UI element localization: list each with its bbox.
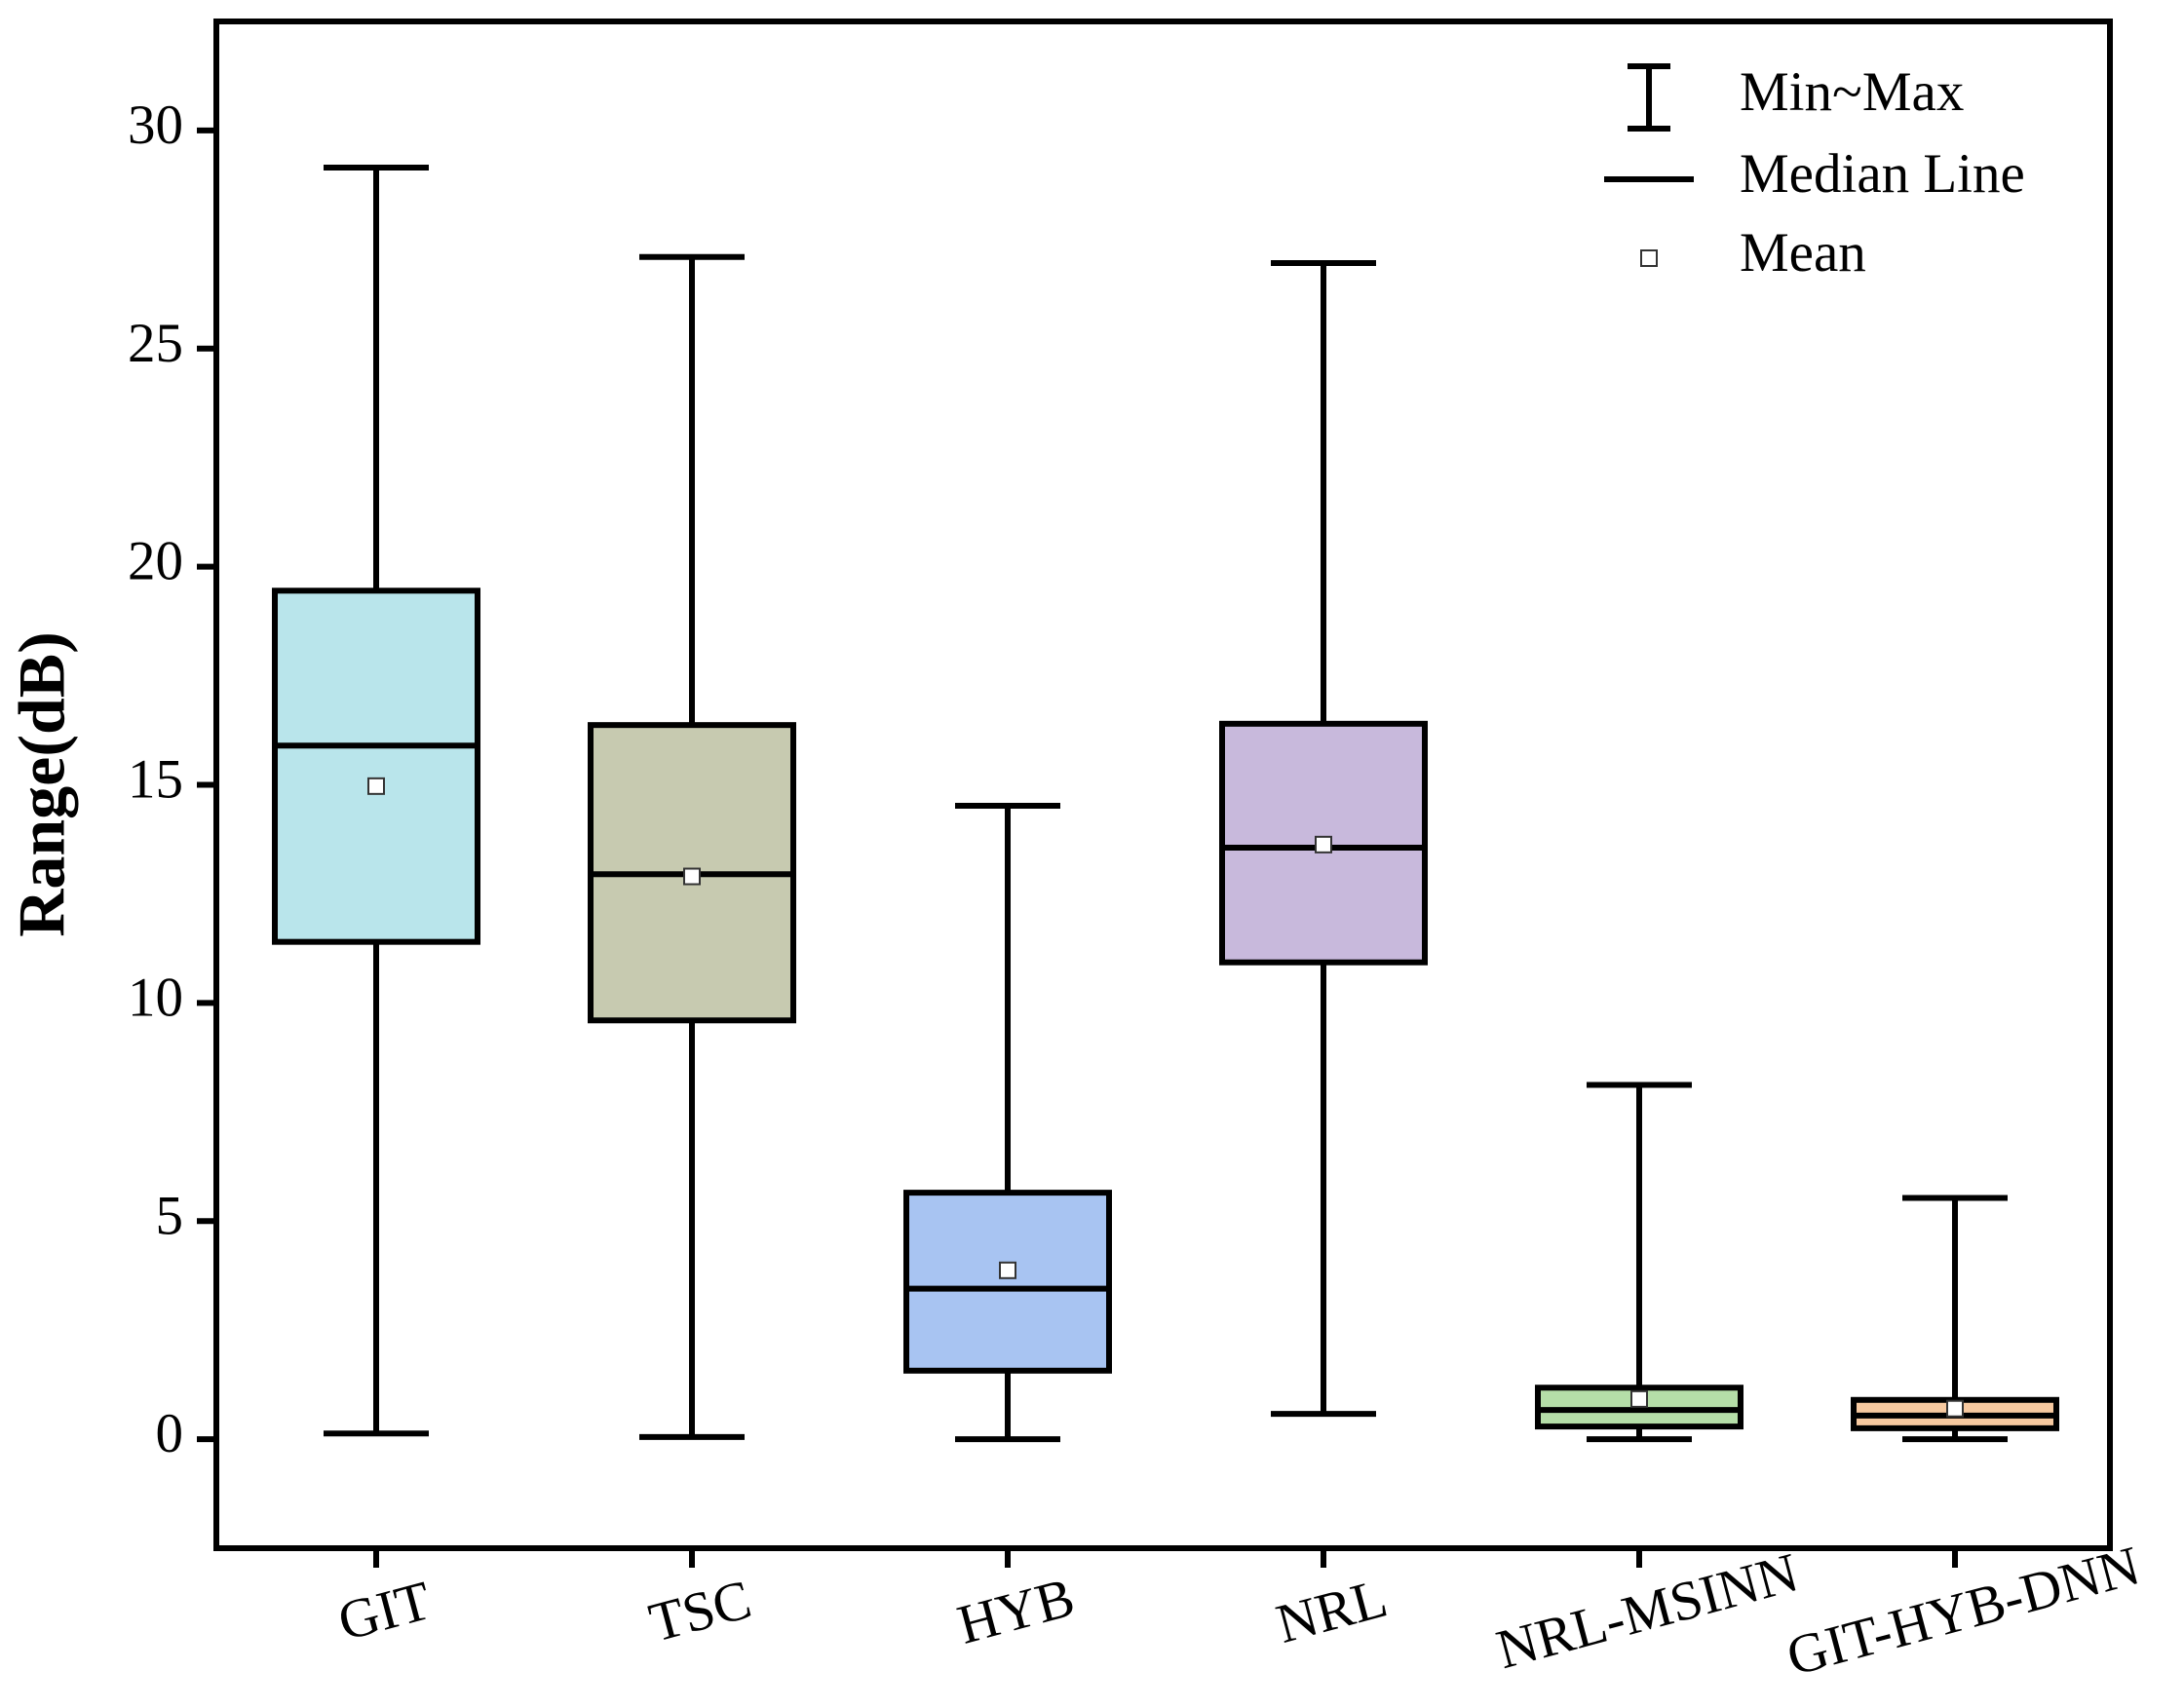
y-tick-label: 20 [128,531,183,592]
legend-label: Mean [1740,222,1866,284]
mean-marker [1946,1399,1964,1418]
y-axis-title: Range(dB) [5,631,79,937]
y-tick-label: 15 [128,749,183,811]
mean-marker [1630,1389,1648,1408]
y-tick-label: 0 [156,1403,184,1464]
x-tick-label: GIT [332,1570,438,1652]
x-tick-label: GIT-HYB-DNN [1781,1535,2146,1688]
box [903,1190,1112,1374]
x-tick-label: HYB [951,1567,1081,1656]
mean-marker [1315,835,1332,854]
y-tick-label: 5 [156,1185,184,1246]
x-tick-label: TSC [643,1569,757,1654]
y-tick-label: 30 [128,95,183,156]
x-tick-label: NRL-MSINN [1490,1541,1804,1681]
legend-label: Min~Max [1740,61,1964,123]
mean-marker [367,777,385,795]
box [272,588,480,945]
mean-marker [999,1261,1016,1279]
y-tick-label: 25 [128,313,183,374]
x-tick-label: NRL [1270,1568,1393,1655]
legend-label: Median Line [1740,143,2025,205]
mean-marker [683,867,701,886]
y-tick-label: 10 [128,967,183,1028]
legend-icon [1640,249,1658,267]
